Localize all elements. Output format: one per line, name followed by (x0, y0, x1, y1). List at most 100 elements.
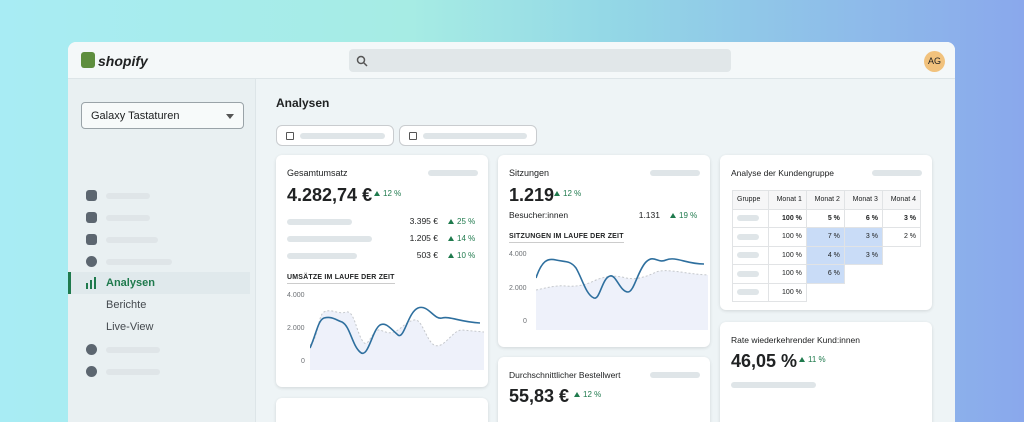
cohort-cell (882, 283, 920, 302)
placeholder (428, 170, 478, 176)
axis-label: 2.000 (509, 285, 527, 292)
avatar[interactable]: AG (924, 51, 945, 72)
sales-card: Gesamtumsatz 4.282,74 € 12 % 3.395 € 25 … (276, 155, 488, 387)
placeholder (287, 253, 357, 259)
returning-card: Rate wiederkehrender Kund:innen 46,05 % … (720, 322, 932, 422)
nav-active-indicator (68, 272, 71, 294)
row-value: 503 € (416, 250, 438, 260)
chart-title: SITZUNGEN IM LAUFE DER ZEIT (509, 233, 624, 243)
nav-icon (86, 190, 97, 201)
card-title: Analyse der Kundengruppe (731, 168, 835, 178)
placeholder (872, 170, 922, 176)
top-bar: shopify AG (68, 42, 955, 79)
cohort-cell: 100 % (767, 264, 807, 284)
logo: shopify (98, 53, 148, 69)
cohort-row: 100 % 4 % 3 % (732, 245, 921, 265)
axis-label: 0 (523, 318, 527, 325)
nav-icon (86, 234, 97, 245)
group-cell (732, 227, 769, 247)
cohort-cell: 3 % (843, 245, 883, 265)
placeholder (737, 289, 759, 296)
chart-title: UMSÄTZE IM LAUFE DER ZEIT (287, 274, 395, 284)
row-value: 3.395 € (409, 216, 438, 226)
group-cell (732, 208, 769, 228)
metric-change: 12 % (374, 189, 401, 198)
compare-button[interactable] (399, 125, 537, 146)
sidebar: Galaxy Tastaturen Analysen Berichte Live… (68, 79, 256, 422)
cohort-cell (882, 246, 920, 265)
placeholder (423, 133, 527, 139)
row-value: 1.205 € (409, 233, 438, 243)
page: shopify AG Galaxy Tastaturen Analysen Be… (0, 0, 1024, 410)
cohort-cell: 5 % (805, 208, 845, 228)
sub-change: 19 % (670, 211, 697, 220)
metric-value: 4.282,74 € (287, 185, 373, 205)
card-title: Rate wiederkehrender Kund:innen (731, 335, 861, 345)
metric-value: 55,83 € (509, 386, 570, 406)
analytics-icon (86, 277, 96, 289)
placeholder (287, 236, 372, 242)
cohort-card: Analyse der Kundengruppe Gruppe Monat 1 Mo… (720, 155, 932, 310)
card-title: Gesamtumsatz (287, 168, 348, 178)
sessions-chart (536, 258, 708, 330)
axis-label: 4.000 (287, 292, 305, 299)
header-cell: Monat 2 (805, 190, 845, 210)
row-change: 10 % (448, 251, 475, 260)
cohort-table: Gruppe Monat 1 Monat 2 Monat 3 Monat 4 100 % 5… (732, 190, 922, 302)
sub-label: Besucher:innen (509, 210, 569, 220)
nav-item[interactable]: Analysen (106, 277, 155, 289)
group-cell (732, 264, 769, 284)
group-cell (732, 282, 769, 302)
cohort-row: 100 % 6 % (732, 264, 921, 284)
cohort-row: 100 % (732, 282, 921, 302)
dropdown-caret (226, 114, 234, 119)
nav-placeholder (106, 369, 160, 375)
placeholder (737, 233, 759, 240)
cohort-cell: 3 % (843, 227, 883, 247)
page-title: Analysen (276, 96, 330, 110)
nav-placeholder (106, 215, 150, 221)
cohort-cell: 4 % (805, 245, 845, 265)
placeholder (650, 170, 700, 176)
metric-value: 46,05 % (731, 351, 798, 371)
cohort-cell: 3 % (881, 208, 922, 228)
row-change: 14 % (448, 234, 475, 243)
placeholder (300, 133, 385, 139)
cohort-cell: 6 % (805, 264, 845, 284)
cohort-cell: 7 % (805, 227, 845, 247)
date-button[interactable] (276, 125, 394, 146)
axis-label: 0 (301, 358, 305, 365)
sales-chart (310, 306, 484, 370)
placeholder (287, 219, 352, 225)
cohort-cell (844, 265, 882, 284)
metric-change: 12 % (574, 390, 601, 399)
cohort-row: 100 % 5 % 6 % 3 % (732, 208, 922, 228)
header-cell: Monat 1 (767, 190, 807, 210)
metric-change: 11 % (799, 355, 826, 364)
cohort-cell: 100 % (767, 208, 807, 228)
row-change: 25 % (448, 217, 475, 226)
nav-placeholder (106, 347, 160, 353)
store-select[interactable]: Galaxy Tastaturen (81, 102, 244, 129)
cohort-cell: 6 % (843, 208, 883, 228)
cohort-cell: 100 % (767, 245, 807, 265)
search-bar[interactable] (349, 49, 731, 72)
cohort-cell (844, 283, 882, 302)
group-cell (732, 245, 769, 265)
placeholder (737, 252, 759, 259)
nav-item[interactable]: Berichte (106, 299, 147, 311)
card-title: Durchschnittlicher Bestellwert (509, 370, 621, 380)
nav-icon (86, 256, 97, 267)
header-cell: Monat 4 (881, 190, 922, 210)
card-title: Sitzungen (509, 168, 550, 178)
placeholder (650, 372, 700, 378)
nav-icon (86, 366, 97, 377)
sessions-card: Sitzungen 1.219 12 % Besucher:innen 1.13… (498, 155, 710, 347)
sub-value: 1.131 (638, 210, 660, 220)
aov-card: Durchschnittlicher Bestellwert 55,83 € 1… (498, 357, 710, 422)
nav-icon (86, 212, 97, 223)
nav-item[interactable]: Live-View (106, 321, 154, 333)
header-cell: Monat 3 (843, 190, 883, 210)
cohort-cell: 2 % (881, 227, 922, 247)
nav-icon (86, 344, 97, 355)
